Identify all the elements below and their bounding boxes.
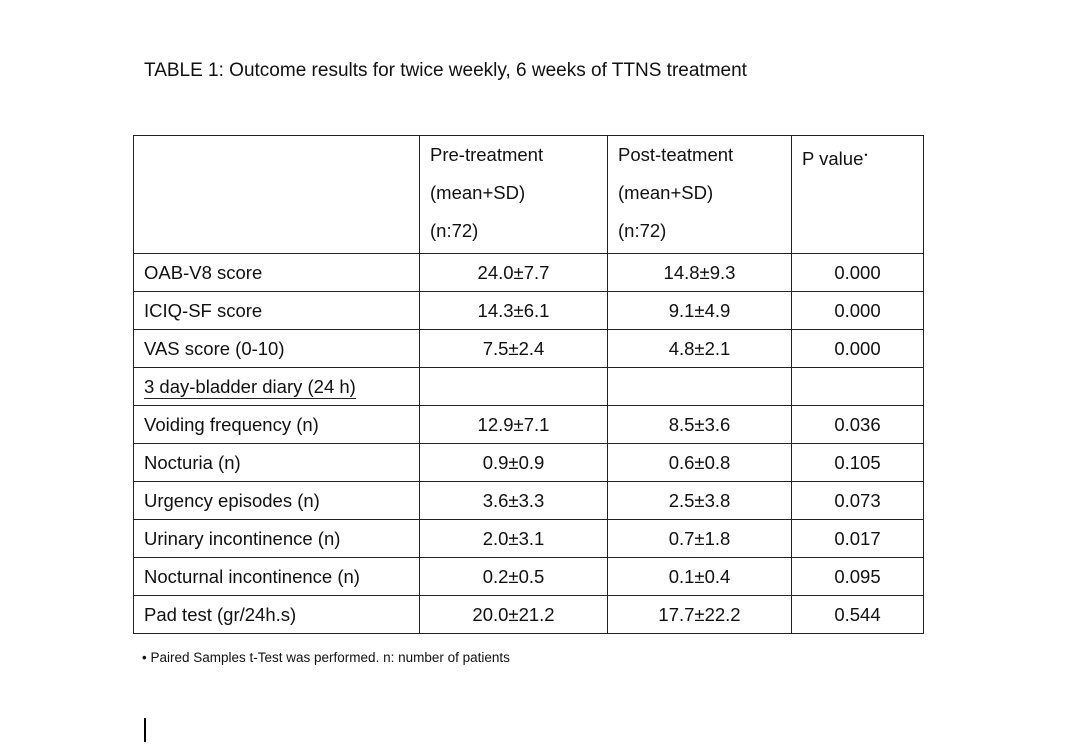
pre-value: 12.9±7.1	[419, 405, 608, 444]
table-row: VAS score (0-10) 7.5±2.4 4.8±2.1 0.000	[133, 329, 924, 368]
p-value: 0.017	[791, 519, 924, 558]
header-post-line-2: (mean+SD)	[618, 182, 714, 203]
table-row: OAB-V8 score 24.0±7.7 14.8±9.3 0.000	[133, 253, 924, 292]
p-value: 0.095	[791, 557, 924, 596]
p-value: 0.544	[791, 595, 924, 634]
row-label: ICIQ-SF score	[133, 291, 420, 330]
table-header-row: Pre-treatment (mean+SD) (n:72) Post-teat…	[133, 135, 924, 254]
post-value: 9.1±4.9	[607, 291, 792, 330]
p-value: 0.073	[791, 481, 924, 520]
table-section-row: 3 day-bladder diary (24 h)	[133, 367, 924, 406]
post-value: 17.7±22.2	[607, 595, 792, 634]
outcome-results-table: Pre-treatment (mean+SD) (n:72) Post-teat…	[133, 135, 924, 634]
header-empty-cell	[133, 135, 420, 254]
header-post-line-1: Post-teatment	[618, 144, 734, 165]
table-row: Voiding frequency (n) 12.9±7.1 8.5±3.6 0…	[133, 405, 924, 444]
row-label: Voiding frequency (n)	[133, 405, 420, 444]
p-value: 0.000	[791, 253, 924, 292]
pre-value: 2.0±3.1	[419, 519, 608, 558]
table-row: Urgency episodes (n) 3.6±3.3 2.5±3.8 0.0…	[133, 481, 924, 520]
post-value	[607, 367, 792, 406]
header-pre-treatment: Pre-treatment (mean+SD) (n:72)	[419, 135, 608, 254]
footnote-marker: •	[864, 150, 868, 160]
p-value	[791, 367, 924, 406]
row-label: Pad test (gr/24h.s)	[133, 595, 420, 634]
header-pre-line-2: (mean+SD)	[430, 182, 526, 203]
pre-value: 0.2±0.5	[419, 557, 608, 596]
p-value: 0.105	[791, 443, 924, 482]
header-post-treatment: Post-teatment (mean+SD) (n:72)	[607, 135, 792, 254]
post-value: 2.5±3.8	[607, 481, 792, 520]
header-post-line-3: (n:72)	[618, 220, 667, 241]
row-label: VAS score (0-10)	[133, 329, 420, 368]
table-row: ICIQ-SF score 14.3±6.1 9.1±4.9 0.000	[133, 291, 924, 330]
pre-value: 14.3±6.1	[419, 291, 608, 330]
row-label: Nocturnal incontinence (n)	[133, 557, 420, 596]
pre-value: 20.0±21.2	[419, 595, 608, 634]
post-value: 4.8±2.1	[607, 329, 792, 368]
header-p-value: P value•	[791, 135, 924, 254]
post-value: 0.6±0.8	[607, 443, 792, 482]
pre-value	[419, 367, 608, 406]
post-value: 0.7±1.8	[607, 519, 792, 558]
header-pre-line-1: Pre-treatment	[430, 144, 544, 165]
pre-value: 3.6±3.3	[419, 481, 608, 520]
row-label: Nocturia (n)	[133, 443, 420, 482]
post-value: 14.8±9.3	[607, 253, 792, 292]
header-p-value-label: P value	[802, 148, 864, 170]
row-label: OAB-V8 score	[133, 253, 420, 292]
pre-value: 7.5±2.4	[419, 329, 608, 368]
post-value: 0.1±0.4	[607, 557, 792, 596]
section-label-cell: 3 day-bladder diary (24 h)	[133, 367, 420, 406]
pre-value: 24.0±7.7	[419, 253, 608, 292]
text-cursor[interactable]	[144, 718, 146, 742]
header-pre-line-3: (n:72)	[430, 220, 479, 241]
table-footnote: • Paired Samples t-Test was performed. n…	[142, 650, 510, 665]
pre-value: 0.9±0.9	[419, 443, 608, 482]
section-label: 3 day-bladder diary (24 h)	[144, 375, 356, 399]
p-value: 0.000	[791, 329, 924, 368]
p-value: 0.036	[791, 405, 924, 444]
table-row: Nocturia (n) 0.9±0.9 0.6±0.8 0.105	[133, 443, 924, 482]
table-title: TABLE 1: Outcome results for twice weekl…	[144, 60, 747, 81]
table-row: Nocturnal incontinence (n) 0.2±0.5 0.1±0…	[133, 557, 924, 596]
post-value: 8.5±3.6	[607, 405, 792, 444]
row-label: Urgency episodes (n)	[133, 481, 420, 520]
p-value: 0.000	[791, 291, 924, 330]
table-row: Pad test (gr/24h.s) 20.0±21.2 17.7±22.2 …	[133, 595, 924, 634]
table-row: Urinary incontinence (n) 2.0±3.1 0.7±1.8…	[133, 519, 924, 558]
row-label: Urinary incontinence (n)	[133, 519, 420, 558]
